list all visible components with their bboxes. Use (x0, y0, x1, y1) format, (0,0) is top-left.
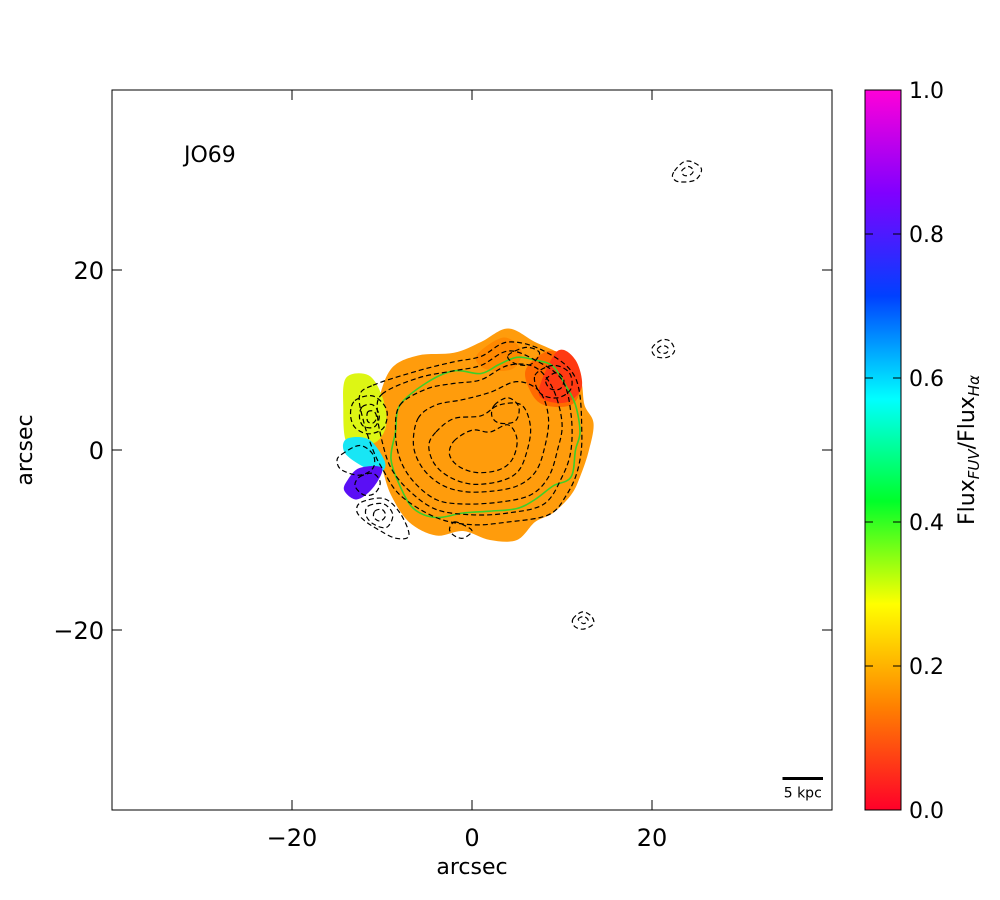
colorbar-label: FluxFUV/FluxHα (955, 375, 983, 525)
contour-stellar-knot-west-1 (349, 395, 388, 435)
colorbar: 0.0 0.2 0.4 0.6 0.8 1.0 FluxFUV/FluxHα (864, 79, 983, 824)
contour-stellar-knot-east-inner (545, 371, 565, 391)
colorbar-label-sub2: Hα (965, 375, 983, 396)
galaxy-name-label: JO69 (182, 143, 236, 168)
contour-tail-contour-5 (372, 508, 387, 522)
contour-stellar-contour-2 (376, 350, 573, 516)
y-tick-label: −20 (53, 617, 104, 645)
scale-bar: 5 kpc (782, 777, 823, 802)
colorbar-label-sep: /Flux (955, 396, 980, 449)
contour-isolated-contour-se (571, 611, 595, 630)
x-tick-label: −20 (267, 824, 318, 852)
contour-isolated-contour-e-inner (656, 345, 669, 354)
colorbar-tick-label: 0.2 (909, 655, 944, 680)
map-region-western-cyan-tail (342, 436, 386, 473)
contour-stellar-knot-west-2 (358, 403, 380, 429)
x-axis-label: arcsec (436, 855, 507, 880)
colorbar-tick-label: 0.8 (909, 223, 944, 248)
y-tick-label: 20 (73, 257, 104, 285)
colorbar-tick-label: 0.6 (909, 367, 944, 392)
axis-ticks: −20 0 20 −20 0 20 (53, 90, 832, 852)
contour-stellar-knot-west-3 (366, 410, 378, 424)
contour-stellar-contour-3 (394, 363, 563, 505)
scale-bar-label: 5 kpc (784, 786, 822, 802)
contour-tail-contour-4 (364, 502, 394, 529)
contour-isolated-contour-e (651, 338, 676, 359)
contour-stellar-contour-1 (358, 341, 583, 526)
contour-layer (336, 160, 703, 630)
plot-area: −20 0 20 −20 0 20 (53, 89, 833, 852)
contour-stellar-contour-4 (412, 380, 550, 493)
contour-stellar-contour-6 (448, 424, 518, 474)
contour-stellar-knot-east (533, 364, 573, 399)
y-tick-label: 0 (89, 437, 104, 465)
y-axis-label: arcsec (13, 414, 38, 485)
colorbar-tick-label: 0.4 (909, 511, 944, 536)
colorbar-tick-label: 1.0 (909, 79, 944, 104)
contour-tail-contour-1 (336, 444, 376, 476)
colorbar-tick-label: 0.0 (909, 799, 944, 824)
map-region-western-yellow-knot (343, 373, 387, 446)
x-tick-label: 0 (464, 824, 479, 852)
contour-isolated-contour-se-inner (577, 615, 589, 625)
colorbar-gradient (865, 90, 901, 810)
contour-isolated-contour-ne-inner (680, 165, 695, 177)
contour-outer-halpha-contour (390, 356, 581, 519)
x-tick-label: 20 (637, 824, 668, 852)
colorbar-label-main: Flux (955, 479, 980, 525)
contour-stellar-contour-5 (428, 402, 532, 485)
contour-stellar-knot-north (507, 346, 541, 367)
contour-tail-contour-3 (356, 497, 410, 540)
colorbar-label-sub1: FUV (965, 448, 983, 480)
contour-stellar-knot-center (490, 397, 520, 425)
colorbar-ticks: 0.0 0.2 0.4 0.6 0.8 1.0 (865, 79, 944, 824)
flux-ratio-map (342, 328, 594, 542)
contour-south-knot (448, 521, 473, 539)
colorbar-frame (864, 89, 902, 811)
